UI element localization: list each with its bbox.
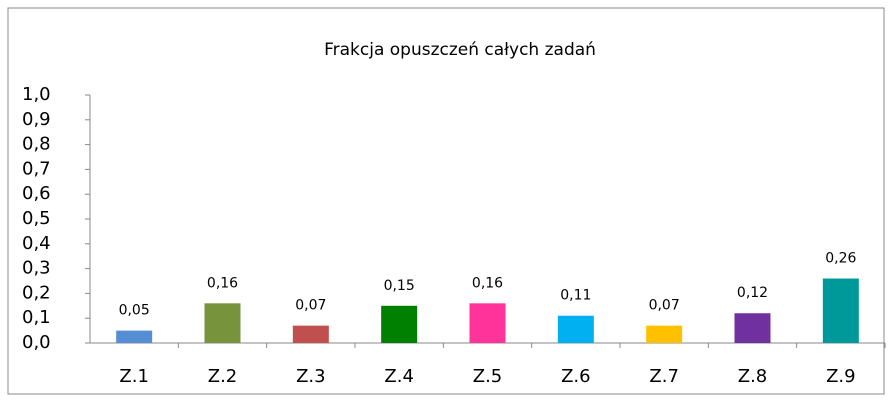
value-label: 0,12 [737,285,768,301]
x-tick-label: Z.3 [296,366,326,387]
x-tick-label: Z.2 [208,366,238,387]
y-tick-label: 0,6 [22,183,51,204]
y-tick-label: 0,9 [22,109,51,130]
value-label: 0,05 [119,303,150,319]
bar [734,313,771,343]
y-tick-label: 0,1 [22,307,51,328]
x-tick-label: Z.6 [561,366,591,387]
y-tick-label: 0,3 [22,258,51,279]
y-tick-label: 0,0 [22,332,51,353]
bar [646,325,683,343]
bar [822,278,859,343]
bar [469,303,506,343]
x-tick-label: Z.1 [119,366,149,387]
value-label: 0,16 [472,275,503,291]
x-tick-label: Z.9 [826,366,856,387]
x-tick-label: Z.8 [738,366,768,387]
y-tick-label: 0,4 [22,233,51,254]
chart-title: Frakcja opuszczeń całych zadań [324,40,596,60]
value-label: 0,07 [649,298,680,314]
bar [292,325,329,343]
bar [557,315,594,343]
y-tick-label: 0,7 [22,158,51,179]
y-tick-label: 0,5 [22,208,51,229]
bar [204,303,241,343]
value-label: 0,11 [560,288,591,304]
y-tick-label: 0,8 [22,134,51,155]
x-tick-label: Z.7 [649,366,679,387]
y-tick-label: 0,2 [22,282,51,303]
bar [381,305,418,343]
value-label: 0,26 [825,251,856,267]
value-label: 0,15 [384,278,415,294]
value-label: 0,16 [207,275,238,291]
y-tick-label: 1,0 [22,84,51,105]
value-label: 0,07 [295,298,326,314]
bar [116,330,153,343]
x-tick-label: Z.5 [473,366,503,387]
x-tick-label: Z.4 [384,366,414,387]
